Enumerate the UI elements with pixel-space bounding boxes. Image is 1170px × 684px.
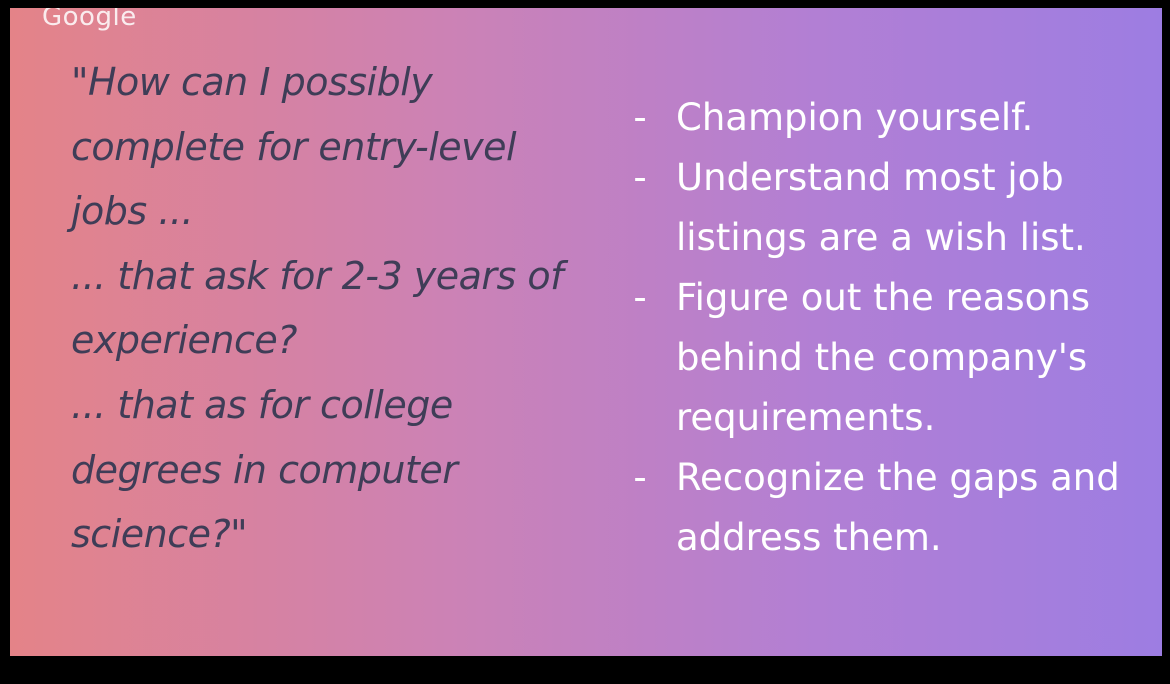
quote-line: ... that ask for 2-3 years of: [71, 253, 564, 298]
tip-line: Figure out the reasons: [676, 276, 1091, 319]
tip-line: Champion yourself.: [676, 96, 1034, 139]
quote-line: ... that as for college: [71, 382, 453, 427]
bullet-dash: -: [633, 96, 647, 139]
tip-line: behind the company's: [676, 336, 1088, 379]
quote-line: "How can I possibly: [71, 60, 433, 104]
tip-line: listings are a wish list.: [676, 216, 1086, 259]
tip-item-champion: - Champion yourself.: [630, 88, 1162, 148]
google-watermark: Google: [42, 8, 137, 32]
bullet-dash: -: [633, 276, 647, 319]
tips-list: - Champion yourself. - Understand most j…: [630, 88, 1162, 568]
quote-line: degrees in computer: [71, 447, 458, 492]
tip-line: Understand most job: [676, 156, 1064, 199]
bullet-dash: -: [633, 156, 647, 199]
bullet-dash: -: [633, 456, 647, 499]
tip-line: address them.: [676, 516, 942, 559]
quote-line: experience?: [71, 318, 297, 363]
tip-item-reasons: - Figure out the reasons behind the comp…: [630, 268, 1162, 448]
tip-item-gaps: - Recognize the gaps and address them.: [630, 448, 1162, 568]
quote-text: "How can I possibly complete for entry-l…: [71, 50, 611, 567]
presentation-slide: Google "How can I possibly complete for …: [10, 8, 1162, 656]
quote-line: science?": [71, 512, 248, 557]
tip-line: requirements.: [676, 396, 936, 439]
tip-line: Recognize the gaps and: [676, 456, 1120, 499]
quote-line: complete for entry-level: [71, 124, 517, 169]
quote-line: jobs ...: [71, 189, 194, 234]
tip-item-wish-list: - Understand most job listings are a wis…: [630, 148, 1162, 268]
